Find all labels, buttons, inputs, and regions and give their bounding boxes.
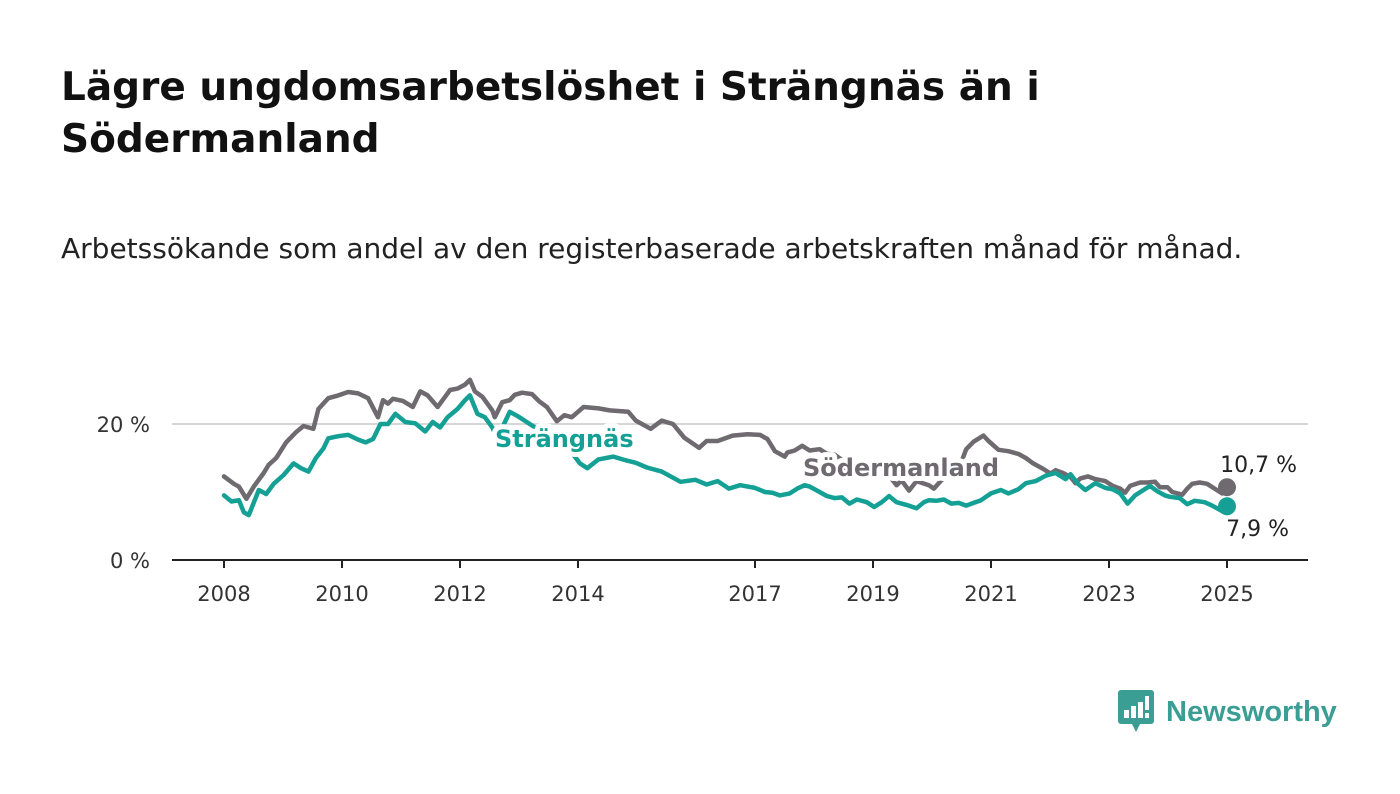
series-label: Södermanland bbox=[803, 454, 999, 482]
end-value-label: 10,7 % bbox=[1220, 453, 1297, 478]
chart-subtitle: Arbetssökande som andel av den registerb… bbox=[61, 232, 1243, 265]
end-value-label: 7,9 % bbox=[1226, 517, 1289, 542]
series-labels: SträngnäsSträngnäsSödermanlandSödermanla… bbox=[490, 420, 1297, 542]
series-label-halo: Södermanland bbox=[803, 454, 999, 482]
chart-title: Lägre ungdomsarbetslöshet i Strängnäs än… bbox=[61, 65, 1040, 162]
y-tick-label: 0 % bbox=[110, 549, 150, 573]
newsworthy-logo-icon bbox=[1118, 690, 1154, 732]
x-tick-label: 2017 bbox=[728, 582, 781, 606]
series-label-halo: Strängnäs bbox=[495, 425, 634, 453]
series-lines bbox=[221, 377, 1236, 518]
x-tick-label: 2021 bbox=[964, 582, 1017, 606]
y-tick-label: 20 % bbox=[97, 413, 150, 437]
series-end-point bbox=[1218, 497, 1236, 516]
x-tick-label: 2019 bbox=[846, 582, 899, 606]
series-line-strangnas bbox=[221, 393, 1230, 518]
x-tick-labels: 2008 2010 2012 2014 2017 2019 2021 2023 2025 bbox=[197, 582, 1253, 606]
x-tick-label: 2025 bbox=[1200, 582, 1253, 606]
x-tick-label: 2023 bbox=[1082, 582, 1135, 606]
series-label: Strängnäs bbox=[495, 425, 634, 453]
y-axis: 0 % 20 % bbox=[97, 413, 150, 573]
x-tick-label: 2008 bbox=[197, 582, 250, 606]
brand-name: Newsworthy bbox=[1166, 695, 1337, 728]
x-axis bbox=[172, 559, 1308, 568]
x-tick-label: 2010 bbox=[315, 582, 368, 606]
x-tick-label: 2014 bbox=[551, 582, 604, 606]
series-end-point bbox=[1218, 478, 1236, 497]
brand-logo: Newsworthy bbox=[1118, 690, 1337, 734]
series-line-sodermanland bbox=[221, 377, 1230, 502]
x-tick-label: 2012 bbox=[433, 582, 486, 606]
